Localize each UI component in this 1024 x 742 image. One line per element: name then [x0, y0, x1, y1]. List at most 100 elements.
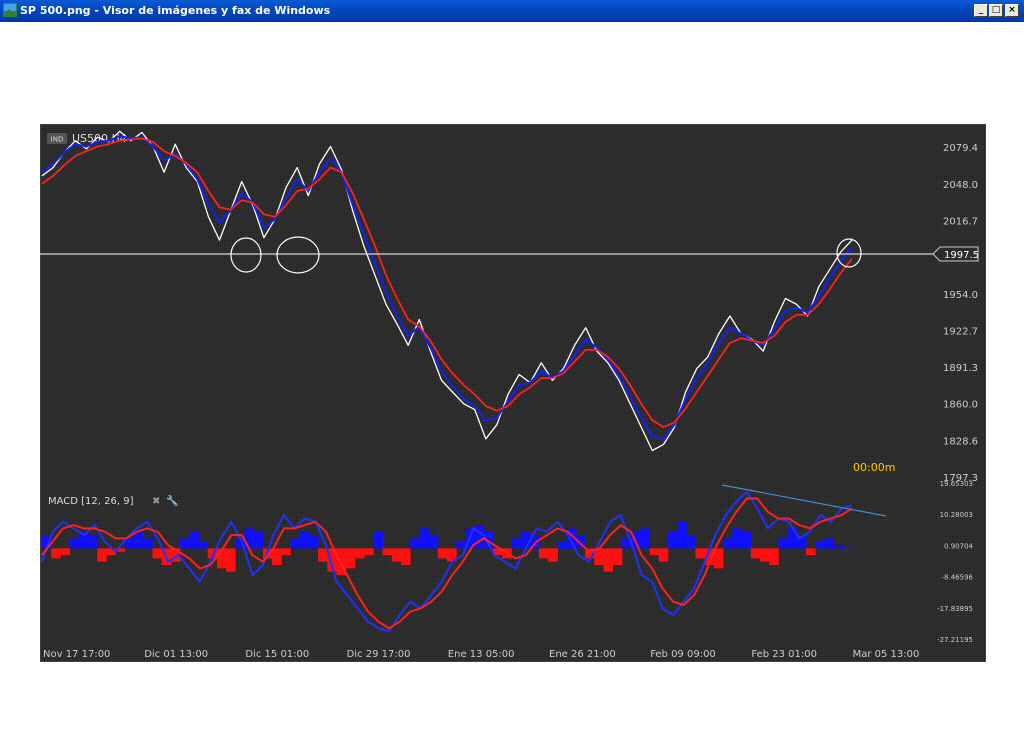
macd-histogram-bar [143, 538, 153, 549]
time-tick-label: Ene 13 05:00 [448, 649, 515, 660]
macd-histogram-bar [106, 548, 116, 556]
macd-histogram-bar [97, 548, 107, 562]
macd-histogram-bar [778, 538, 788, 549]
macd-histogram-bar [115, 548, 126, 552]
price-tick-label: 1797.3 [943, 473, 978, 484]
macd-histogram-bar [750, 548, 761, 559]
macd-histogram-bar [594, 548, 604, 565]
annotation-circle [836, 238, 862, 268]
macd-histogram-bar [557, 541, 568, 549]
macd-histogram-bar [677, 521, 687, 549]
macd-histogram-bar [345, 548, 356, 569]
macd-histogram-bar [216, 548, 227, 569]
macd-histogram-bar [447, 548, 457, 562]
macd-histogram-bar [226, 548, 236, 572]
macd-histogram-bar [180, 538, 190, 549]
macd-histogram-bar [769, 548, 779, 565]
macd-histogram-bar [42, 535, 52, 549]
macd-histogram-bar [318, 548, 328, 562]
macd-histogram-bar [796, 535, 807, 549]
macd-histogram-bar [290, 538, 301, 549]
current-price-marker [932, 246, 979, 262]
annotation-circle [230, 237, 262, 273]
macd-tick-label: 0.90704 [944, 542, 973, 550]
macd-histogram-bar [575, 535, 586, 549]
macd-histogram-bar [281, 548, 291, 556]
macd-histogram-bar [815, 541, 825, 549]
macd-histogram-bar [299, 531, 310, 549]
price-tick-label: 2016.7 [943, 217, 978, 228]
time-tick-label: Dic 01 13:00 [144, 649, 208, 660]
time-tick-label: Dic 29 17:00 [347, 649, 411, 660]
macd-histogram-bar [741, 531, 752, 549]
time-tick-label: Ene 26 21:00 [549, 649, 616, 660]
close-icon[interactable]: ✖ [152, 496, 160, 507]
stock-chart: IND US500 H4 2079.42048.02016.71985.3195… [39, 123, 987, 663]
macd-histogram-bar [373, 531, 383, 549]
price-tick-label: 1954.0 [943, 290, 978, 301]
macd-axis: 19.65303 10.28003 0.90704 -8.46596 -17.83895… [937, 480, 973, 644]
macd-histogram-bar [474, 525, 485, 549]
macd-line-1 [41, 490, 853, 633]
macd-histogram-bar [658, 548, 669, 562]
window-titlebar[interactable]: SP 500.png - Visor de imágenes y fax de … [0, 0, 1024, 22]
macd-histogram-bar [649, 548, 660, 556]
macd-tick-label: -17.83895 [937, 605, 973, 613]
macd-histogram-bar [806, 548, 816, 556]
macd-histogram-bar [253, 531, 264, 549]
macd-histogram-bar [566, 528, 577, 549]
price-tick-label: 1828.6 [943, 436, 978, 447]
macd-histogram-bar [78, 531, 89, 549]
macd-histogram-bar [585, 548, 595, 559]
macd-histogram-bar [437, 548, 448, 559]
macd-label: MACD [12, 26, 9] [48, 496, 134, 507]
macd-histogram-bar [732, 528, 742, 549]
price-tick-label: 1891.3 [943, 363, 978, 374]
price-series [41, 130, 853, 452]
macd-histogram-bar [336, 548, 347, 575]
macd-histogram-bar [401, 548, 411, 565]
price-series-line-2 [41, 135, 853, 440]
macd-histogram-bar [520, 531, 531, 549]
macd-histogram-bar [88, 535, 98, 549]
time-tick-label: Nov 17 17:00 [43, 649, 110, 660]
macd-histogram-bar [713, 548, 724, 569]
macd-histogram-bar [308, 535, 319, 549]
close-button[interactable]: × [1005, 4, 1019, 17]
macd-histogram-bar [189, 531, 199, 549]
macd-histogram-bar [493, 548, 503, 556]
minimize-button[interactable]: _ [974, 4, 988, 17]
macd-histogram-bar [511, 538, 521, 549]
indicator-badge [47, 133, 67, 144]
macd-histogram-bar [612, 548, 623, 565]
macd-histogram-bar [456, 541, 466, 549]
macd-histogram-bar [704, 548, 715, 565]
macd-histogram-bar [529, 535, 540, 549]
price-tick-label: 1860.0 [943, 400, 978, 411]
indicator-badge-text: IND [51, 136, 64, 144]
macd-histogram-bar [170, 548, 181, 562]
macd-histogram-bar [833, 545, 844, 549]
time-tick-label: Mar 05 13:00 [853, 649, 920, 660]
maximize-button[interactable]: □ [989, 4, 1003, 17]
macd-tick-label: 19.65303 [940, 480, 973, 488]
price-tick-label: 2048.0 [943, 180, 978, 191]
macd-histogram-bar [124, 538, 135, 549]
window-title: SP 500.png - Visor de imágenes y fax de … [20, 4, 331, 17]
macd-histogram-bar [244, 528, 255, 549]
chart-image: IND US500 H4 2079.42048.02016.71985.3195… [39, 123, 987, 663]
bar-timer: 00:00m [853, 461, 895, 474]
macd-histogram-bar [355, 548, 365, 559]
macd-histogram-bar [824, 538, 834, 549]
macd-histogram-bar [60, 548, 70, 556]
macd-histogram-bar [152, 548, 163, 559]
macd-tick-label: -8.46596 [942, 574, 974, 582]
macd-histogram-bar [134, 531, 144, 549]
macd-tick-label: 10.28003 [940, 511, 973, 519]
price-series-line-1 [41, 130, 853, 452]
macd-histogram-bar [842, 548, 853, 549]
wrench-icon[interactable]: 🔧 [166, 494, 178, 507]
macd-histogram-bar [787, 528, 798, 549]
price-series-line-3 [41, 137, 853, 429]
macd-histogram-bar [760, 548, 770, 562]
